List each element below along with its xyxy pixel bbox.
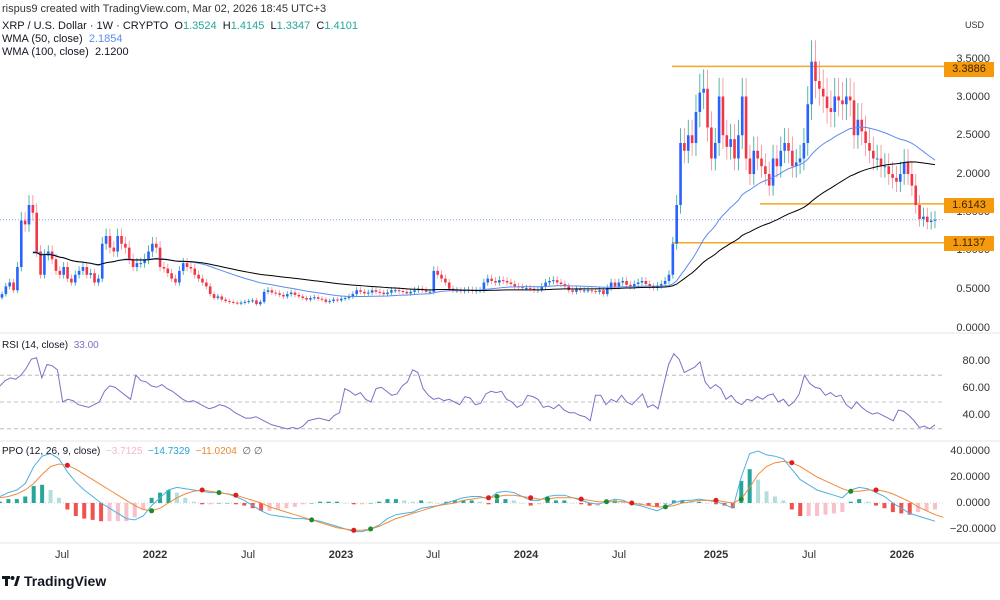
- chart-credit: rispus9 created with TradingView.com, Ma…: [2, 3, 327, 15]
- time-tick: Jul: [54, 549, 70, 561]
- time-tick: Jul: [801, 549, 817, 561]
- level-badge[interactable]: 1.1137: [944, 236, 994, 251]
- wma50-legend[interactable]: WMA (50, close) 2.1854: [2, 33, 123, 45]
- rsi-tick: 60.00: [962, 382, 990, 394]
- low-value: 1.3347: [276, 20, 311, 32]
- time-tick: 2023: [328, 549, 354, 561]
- symbol-legend[interactable]: XRP / U.S. Dollar · 1W · CRYPTO O1.3524 …: [2, 20, 358, 32]
- ppo-signal-value: −11.0204: [195, 446, 237, 457]
- time-tick: Jul: [611, 549, 627, 561]
- rsi-value: 33.00: [73, 340, 99, 351]
- close-value: 1.4101: [324, 20, 358, 32]
- wma100-value: 2.1200: [94, 46, 129, 58]
- symbol-title: XRP / U.S. Dollar · 1W · CRYPTO: [2, 20, 169, 32]
- level-badge[interactable]: 3.3886: [944, 62, 994, 77]
- wma100-legend[interactable]: WMA (100, close) 2.1200: [2, 46, 129, 58]
- rsi-tick: 80.00: [962, 355, 990, 367]
- tradingview-logo[interactable]: TradingView: [2, 573, 106, 589]
- ppo-tick: 40.0000: [950, 445, 990, 457]
- price-tick: 2.0000: [956, 168, 990, 180]
- ppo-tick: 0.0000: [956, 497, 990, 509]
- high-value: 1.4145: [230, 20, 265, 32]
- open-value: 1.3524: [182, 20, 217, 32]
- ppo-tick: −20.0000: [949, 523, 996, 535]
- ppo-flags: ∅ ∅: [242, 446, 263, 457]
- price-tick: 0.5000: [956, 283, 990, 295]
- time-tick: 2025: [703, 549, 729, 561]
- ppo-tick: 20.0000: [950, 471, 990, 483]
- price-tick: 3.0000: [956, 91, 990, 103]
- time-tick: 2024: [513, 549, 539, 561]
- time-tick: 2026: [889, 549, 915, 561]
- ppo-legend[interactable]: PPO (12, 26, 9, close) −3.7125 −14.7329 …: [2, 446, 263, 457]
- brand-name: TradingView: [24, 573, 107, 589]
- rsi-legend[interactable]: RSI (14, close) 33.00: [2, 340, 99, 351]
- ppo-hist-value: −3.7125: [105, 446, 143, 457]
- tradingview-logo-icon: [2, 576, 20, 586]
- rsi-tick: 40.00: [962, 409, 990, 421]
- time-tick: Jul: [240, 549, 256, 561]
- price-tick: 0.0000: [956, 322, 990, 334]
- time-tick: 2022: [142, 549, 168, 561]
- time-tick: Jul: [425, 549, 441, 561]
- price-tick: 2.5000: [956, 129, 990, 141]
- ppo-value: −14.7329: [147, 446, 190, 457]
- currency-label: USD: [964, 20, 984, 30]
- level-badge[interactable]: 1.6143: [944, 198, 994, 213]
- wma50-value: 2.1854: [88, 33, 123, 45]
